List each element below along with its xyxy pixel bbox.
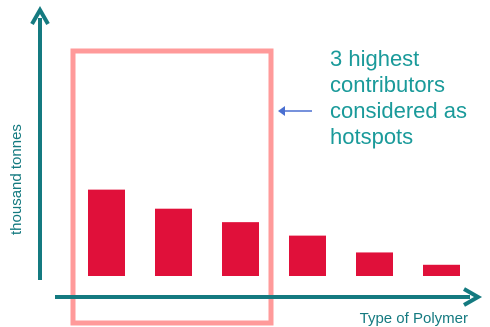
arrow-icon <box>278 106 312 116</box>
annotation-line-2: contributors <box>330 72 445 97</box>
bar-4 <box>289 235 326 276</box>
y-axis-label: thousand tonnes <box>8 124 25 235</box>
x-axis-arrowhead <box>463 287 483 307</box>
y-axis-arrowhead <box>30 5 50 25</box>
bar-2 <box>155 208 192 276</box>
bars-layer <box>88 189 460 276</box>
x-axis-label: Type of Polymer <box>360 310 468 327</box>
bar-3 <box>222 222 259 276</box>
bar-6 <box>423 264 460 276</box>
annotation-line-1: 3 highest <box>330 46 420 71</box>
bar-1 <box>88 189 125 276</box>
hotspot-annotation: 3 highest contributors considered as hot… <box>330 46 490 150</box>
annotation-line-4: hotspots <box>330 124 414 149</box>
hotspot-highlight-box <box>70 48 274 326</box>
annotation-line-3: considered as <box>330 98 467 123</box>
bar-5 <box>356 252 393 276</box>
